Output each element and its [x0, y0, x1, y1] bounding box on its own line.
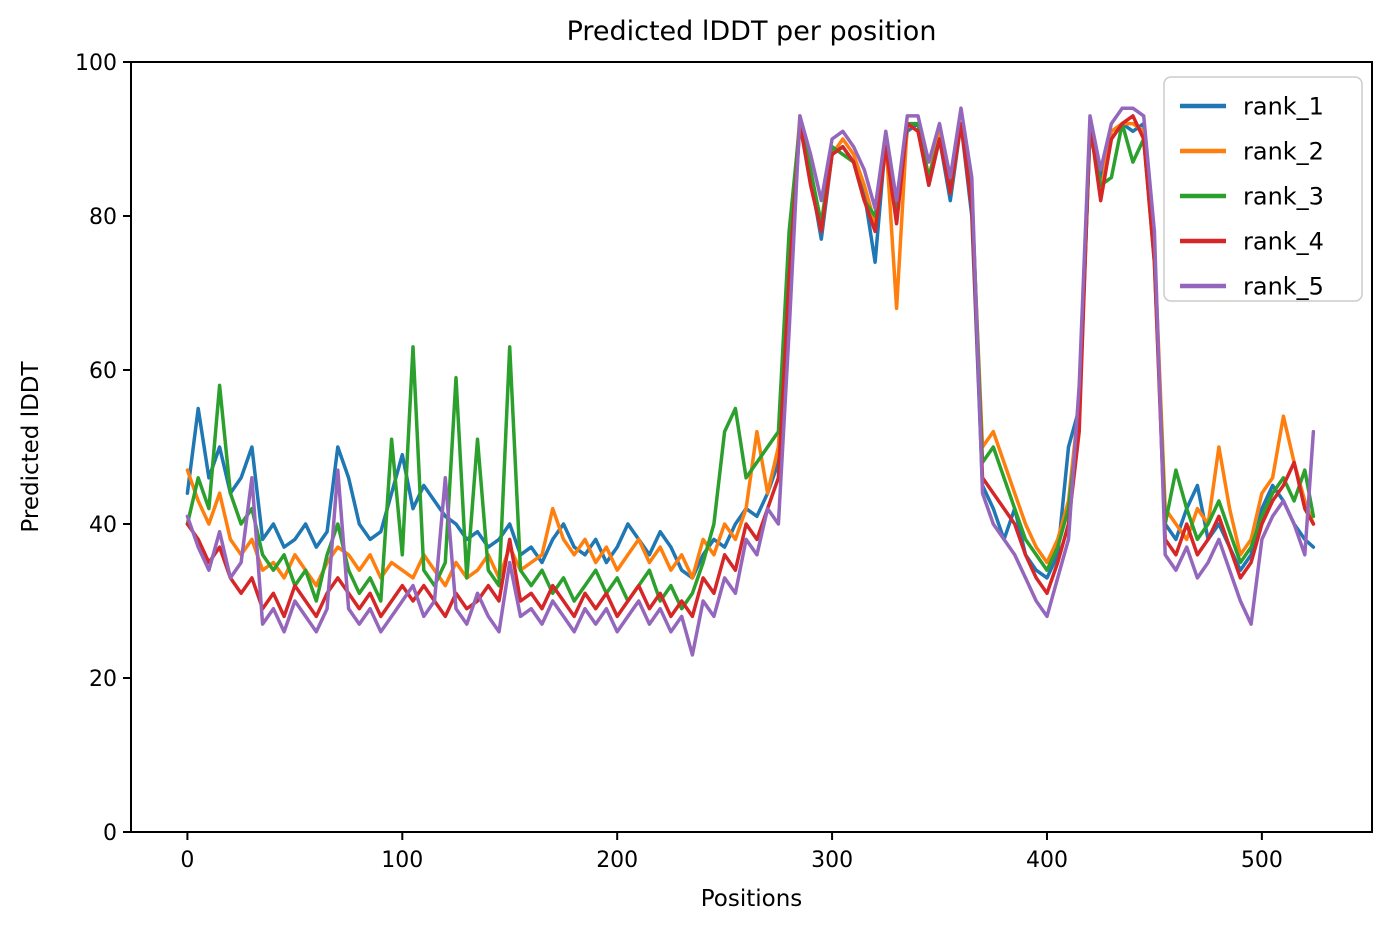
x-tick-label: 100	[381, 848, 423, 873]
x-tick-label: 200	[596, 848, 638, 873]
y-tick-label: 80	[89, 205, 117, 230]
x-tick-label: 500	[1241, 848, 1283, 873]
x-tick-label: 0	[180, 848, 194, 873]
legend-label-rank_3: rank_3	[1243, 183, 1324, 211]
y-tick-label: 20	[89, 667, 117, 692]
y-tick-label: 60	[89, 359, 117, 384]
plot-frame	[130, 61, 1373, 833]
series-line-rank_3	[185, 121, 1316, 611]
x-tick-label: 400	[1026, 848, 1068, 873]
x-tick-label: 300	[811, 848, 853, 873]
y-tick-label: 40	[89, 513, 117, 538]
series-line-rank_5	[185, 106, 1316, 657]
y-tick-label: 100	[75, 51, 117, 76]
y-axis-label: Predicted lDDT	[18, 361, 44, 533]
chart-title: Predicted lDDT per position	[566, 16, 937, 47]
series-line-rank_4	[185, 114, 1316, 619]
y-tick-label: 0	[103, 821, 117, 846]
legend-box	[1163, 76, 1363, 302]
legend-label-rank_2: rank_2	[1243, 138, 1324, 166]
series-line-rank_1	[185, 121, 1316, 580]
x-axis-label: Positions	[700, 886, 803, 912]
legend-label-rank_4: rank_4	[1243, 228, 1324, 256]
legend-label-rank_5: rank_5	[1243, 273, 1324, 301]
legend-label-rank_1: rank_1	[1243, 93, 1324, 121]
